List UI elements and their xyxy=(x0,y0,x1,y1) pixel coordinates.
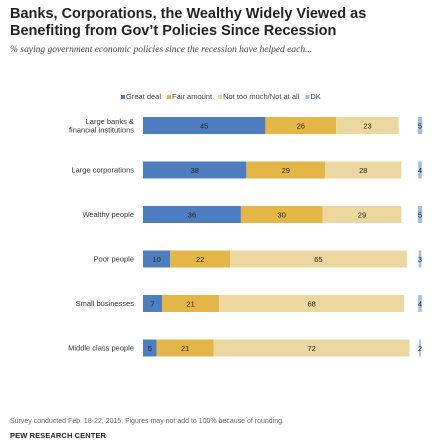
data-label-dk-wealthy-people: 5 xyxy=(418,210,422,219)
data-label-not-too-much-not-at-all-middle-class-people: 72 xyxy=(307,344,315,353)
bar-fair-amount-large-banks-financial-institutions xyxy=(265,117,337,134)
data-label-great-deal-middle-class-people: 5 xyxy=(148,344,152,353)
data-label-great-deal-large-corporations: 38 xyxy=(191,166,199,175)
data-label-dk-small-businesses: 4 xyxy=(418,299,422,308)
category-label-wealthy-people: Wealthy people xyxy=(82,210,134,219)
chart-subtitle: % saying government economic policies si… xyxy=(10,45,313,55)
data-label-not-too-much-not-at-all-large-banks-financial-institutions: 23 xyxy=(363,121,371,130)
legend-label-great-deal: Great deal xyxy=(126,92,161,101)
legend-swatch-dk xyxy=(305,95,310,99)
bar-dk-large-corporations xyxy=(418,161,422,179)
legend-label-fair-amount: Fair amount xyxy=(172,92,213,101)
data-label-fair-amount-large-banks-financial-institutions: 26 xyxy=(297,121,305,130)
data-label-not-too-much-not-at-all-poor-people: 65 xyxy=(314,255,322,264)
data-label-great-deal-wealthy-people: 36 xyxy=(188,210,196,219)
bar-dk-wealthy-people xyxy=(417,206,423,223)
bar-not-too-much-not-at-all-wealthy-people xyxy=(322,206,402,223)
bar-dk-middle-class-people xyxy=(419,339,421,357)
data-label-not-too-much-not-at-all-large-corporations: 28 xyxy=(359,166,367,175)
bar-fair-amount-middle-class-people xyxy=(156,339,214,357)
data-label-dk-middle-class-people: 2 xyxy=(418,344,422,353)
data-label-dk-large-corporations: 4 xyxy=(418,166,422,175)
category-label-small-businesses: Small businesses xyxy=(76,299,135,308)
category-label-middle-class-people: Middle class people xyxy=(68,344,134,353)
bar-not-too-much-not-at-all-middle-class-people xyxy=(213,339,410,357)
bar-great-deal-small-businesses xyxy=(143,295,163,312)
data-label-dk-large-banks-financial-institutions: 5 xyxy=(418,121,422,130)
bar-dk-small-businesses xyxy=(418,295,422,312)
bar-not-too-much-not-at-all-large-corporations xyxy=(325,161,402,179)
legend-swatch-not-too-much-not-at-all xyxy=(218,95,223,99)
bar-great-deal-poor-people xyxy=(143,250,171,268)
data-label-great-deal-large-banks-financial-institutions: 45 xyxy=(200,121,208,130)
bar-dk-large-banks-financial-institutions xyxy=(417,117,423,134)
data-label-fair-amount-small-businesses: 21 xyxy=(186,299,194,308)
bar-fair-amount-poor-people xyxy=(170,250,231,268)
bar-fair-amount-wealthy-people xyxy=(240,206,323,223)
bar-great-deal-middle-class-people xyxy=(143,339,157,357)
category-label-poor-people: Poor people xyxy=(94,255,134,264)
chart-title: Banks, Corporations, the Wealthy Widely … xyxy=(10,6,367,39)
bar-fair-amount-large-corporations xyxy=(246,161,326,179)
data-label-great-deal-poor-people: 10 xyxy=(152,255,160,264)
bar-dk-poor-people xyxy=(418,250,422,268)
bar-not-too-much-not-at-all-large-banks-financial-institutions xyxy=(336,117,399,134)
footnote: Survey conducted Feb. 18-22, 2015. Figur… xyxy=(10,418,284,425)
data-label-fair-amount-wealthy-people: 30 xyxy=(278,210,286,219)
bar-great-deal-large-banks-financial-institutions xyxy=(143,117,266,134)
legend-swatch-great-deal xyxy=(121,95,125,99)
legend-swatch-fair-amount xyxy=(167,95,172,99)
category-label-large-banks-financial-institutions: financial institutions xyxy=(69,126,134,135)
source-label: PEW RESEARCH CENTER xyxy=(10,431,107,440)
category-label-large-banks-financial-institutions: Large banks & xyxy=(86,117,134,126)
data-label-not-too-much-not-at-all-wealthy-people: 29 xyxy=(358,210,366,219)
legend-label-dk: DK xyxy=(310,92,320,101)
category-label-large-corporations: Large corporations xyxy=(71,166,134,175)
data-label-fair-amount-middle-class-people: 21 xyxy=(181,344,189,353)
data-label-great-deal-small-businesses: 7 xyxy=(150,299,154,308)
legend-label-not-too-much-not-at-all: Not too much/Not at all xyxy=(223,92,300,101)
data-label-fair-amount-poor-people: 22 xyxy=(196,255,204,264)
bar-great-deal-wealthy-people xyxy=(143,206,241,223)
bar-not-too-much-not-at-all-poor-people xyxy=(230,250,407,268)
bar-fair-amount-small-businesses xyxy=(162,295,220,312)
data-label-dk-poor-people: 3 xyxy=(418,255,422,264)
bar-not-too-much-not-at-all-small-businesses xyxy=(219,295,405,312)
data-label-fair-amount-large-corporations: 29 xyxy=(282,166,290,175)
bar-great-deal-large-corporations xyxy=(143,161,247,179)
data-label-not-too-much-not-at-all-small-businesses: 68 xyxy=(307,299,315,308)
